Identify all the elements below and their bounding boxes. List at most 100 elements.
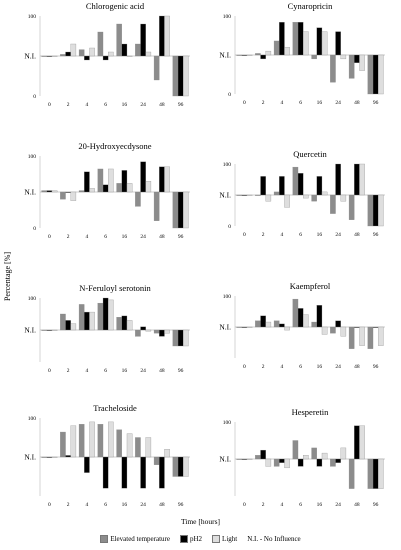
chart-7-bar-ph2-24 xyxy=(335,458,341,463)
chart-6-xtick-0: 0 xyxy=(48,502,51,508)
chart-1-bar-elevated-temperature-96 xyxy=(367,54,374,95)
chart-3-title: Quercetin xyxy=(293,149,327,159)
chart-5-bar-light-4 xyxy=(284,326,290,331)
chart-1-xtick-2: 2 xyxy=(262,100,265,106)
chart-4-bar-light-48 xyxy=(164,329,170,334)
chart-3-xtick-0: 0 xyxy=(243,232,246,238)
legend-label-elevated-temperature: Elevated temperature xyxy=(110,535,170,543)
chart-2-ytick-n-i: N.I. xyxy=(24,188,36,197)
chart-2-bar-ph2-6 xyxy=(102,184,109,193)
chart-0-bar-light-6 xyxy=(108,51,114,57)
chart-7-bar-ph2-16 xyxy=(316,458,323,467)
chart-4-bar-elevated-temperature-4 xyxy=(78,304,85,331)
chart-4-bar-elevated-temperature-24 xyxy=(135,329,141,337)
chart-3-xtick-24: 24 xyxy=(335,232,341,238)
chart-3-ytick-n-i: N.I. xyxy=(219,191,231,200)
chart-3-bar-light-2 xyxy=(265,194,272,202)
chart-1-xtick-48: 48 xyxy=(354,100,360,106)
chart-0-ytick-100: 100 xyxy=(28,14,37,20)
chart-4-bar-elevated-temperature-96 xyxy=(172,329,179,347)
chart-5-bar-ph2-16 xyxy=(316,305,323,328)
x-axis-title: Time [hours] xyxy=(180,517,221,526)
legend-swatch-elevated-temperature xyxy=(100,535,109,543)
chart-1-xtick-16: 16 xyxy=(317,100,323,106)
chart-5-bar-elevated-temperature-2 xyxy=(255,320,261,328)
chart-0-bar-elevated-temperature-16 xyxy=(116,23,122,57)
y-axis-title: Percentage [%] xyxy=(3,251,13,302)
chart-6-title: Tracheloside xyxy=(93,403,137,413)
chart-7-xtick-4: 4 xyxy=(281,502,284,508)
chart-4-bar-elevated-temperature-16 xyxy=(116,317,122,331)
chart-7-bar-light-48 xyxy=(359,425,365,460)
chart-6-bar-elevated-temperature-0 xyxy=(41,456,47,458)
chart-6-bar-elevated-temperature-6 xyxy=(97,424,104,458)
chart-6-xtick-4: 4 xyxy=(86,502,89,508)
chart-1-bar-light-0 xyxy=(246,54,253,56)
chart-3-bar-light-24 xyxy=(340,194,347,202)
chart-4-bar-light-2 xyxy=(70,323,77,331)
chart-5-xtick-16: 16 xyxy=(317,364,323,370)
chart-0-bar-ph2-2 xyxy=(65,51,71,57)
chart-4-bar-light-6 xyxy=(108,299,114,331)
legend-label-light: Light xyxy=(222,535,238,543)
chart-4-bar-ph2-24 xyxy=(140,326,146,331)
chart-1-bar-light-96 xyxy=(378,54,384,95)
chart-7-bar-elevated-temperature-6 xyxy=(292,440,299,460)
chart-4-bar-light-96 xyxy=(183,329,189,347)
chart-2-bar-light-6 xyxy=(108,168,114,193)
chart-5-bar-elevated-temperature-4 xyxy=(273,320,280,328)
chart-4-xtick-2: 2 xyxy=(67,368,70,374)
chart-6-bar-elevated-temperature-4 xyxy=(78,424,85,458)
chart-0-bar-elevated-temperature-0 xyxy=(41,55,47,57)
chart-0-xtick-6: 6 xyxy=(104,102,107,108)
chart-4-bar-ph2-0 xyxy=(46,329,53,331)
chart-0-xtick-48: 48 xyxy=(159,102,165,108)
chart-1-bar-elevated-temperature-0 xyxy=(236,54,242,56)
chart-6-bar-ph2-24 xyxy=(140,456,146,489)
chart-6-xtick-2: 2 xyxy=(67,502,70,508)
chart-5-xtick-24: 24 xyxy=(335,364,341,370)
chart-3-bar-ph2-6 xyxy=(297,173,304,196)
chart-1-bar-elevated-temperature-2 xyxy=(255,53,261,56)
chart-2-xtick-0: 0 xyxy=(48,234,51,240)
chart-2-xtick-2: 2 xyxy=(67,234,70,240)
chart-0-ytick-n-i: N.I. xyxy=(24,52,36,61)
chart-5-bar-ph2-96 xyxy=(372,326,379,328)
chart-1-bar-ph2-0 xyxy=(241,54,248,56)
chart-0-xtick-96: 96 xyxy=(178,102,184,108)
chart-5-xtick-0: 0 xyxy=(243,364,246,370)
legend-label-no-influence: N.I. - No Influence xyxy=(247,535,301,543)
chart-4-bar-light-24 xyxy=(145,329,152,332)
legend-swatch-ph2 xyxy=(179,535,188,543)
chart-3-bar-elevated-temperature-2 xyxy=(255,194,261,196)
chart-7-bar-ph2-6 xyxy=(297,458,304,467)
chart-6-bar-ph2-6 xyxy=(102,456,109,489)
chart-3-bar-ph2-0 xyxy=(241,194,248,196)
chart-1-ytick-0: 0 xyxy=(228,92,231,98)
chart-5-bar-elevated-temperature-96 xyxy=(367,326,374,349)
chart-0-bar-ph2-96 xyxy=(177,55,184,97)
chart-4-bar-elevated-temperature-48 xyxy=(153,329,160,334)
chart-7-bar-ph2-4 xyxy=(279,458,285,463)
chart-0-bar-elevated-temperature-2 xyxy=(60,54,66,57)
chart-2-ytick-0: 0 xyxy=(33,226,36,232)
chart-3-bar-ph2-16 xyxy=(316,176,323,196)
chart-5-bar-elevated-temperature-6 xyxy=(292,298,299,328)
chart-7-bar-elevated-temperature-0 xyxy=(236,458,242,460)
chart-3-xtick-4: 4 xyxy=(281,232,284,238)
chart-7-xtick-2: 2 xyxy=(262,502,265,508)
chart-3-ytick-100: 100 xyxy=(223,162,232,168)
chart-6-bar-ph2-4 xyxy=(84,456,90,473)
chart-2-bar-elevated-temperature-96 xyxy=(172,191,179,229)
chart-1-bar-elevated-temperature-16 xyxy=(311,54,317,60)
chart-2-bar-ph2-24 xyxy=(140,161,146,193)
chart-0-bar-ph2-4 xyxy=(84,55,90,61)
chart-2-bar-ph2-16 xyxy=(121,170,128,193)
chart-7-xtick-6: 6 xyxy=(299,502,302,508)
chart-1-xtick-4: 4 xyxy=(281,100,284,106)
chart-2-xtick-4: 4 xyxy=(86,234,89,240)
chart-2-bar-elevated-temperature-0 xyxy=(41,190,47,193)
